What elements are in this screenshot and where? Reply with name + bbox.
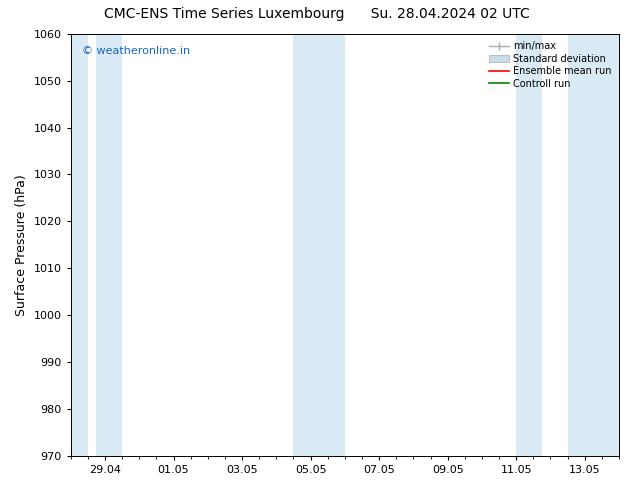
Y-axis label: Surface Pressure (hPa): Surface Pressure (hPa) bbox=[15, 174, 28, 316]
Bar bbox=[319, 34, 345, 456]
Bar bbox=[96, 34, 122, 456]
Bar bbox=[516, 34, 542, 456]
Legend: min/max, Standard deviation, Ensemble mean run, Controll run: min/max, Standard deviation, Ensemble me… bbox=[486, 39, 614, 92]
Bar bbox=[71, 34, 88, 456]
Bar bbox=[567, 34, 619, 456]
Text: CMC-ENS Time Series Luxembourg      Su. 28.04.2024 02 UTC: CMC-ENS Time Series Luxembourg Su. 28.04… bbox=[104, 7, 530, 22]
Text: © weatheronline.in: © weatheronline.in bbox=[82, 47, 190, 56]
Bar bbox=[294, 34, 319, 456]
